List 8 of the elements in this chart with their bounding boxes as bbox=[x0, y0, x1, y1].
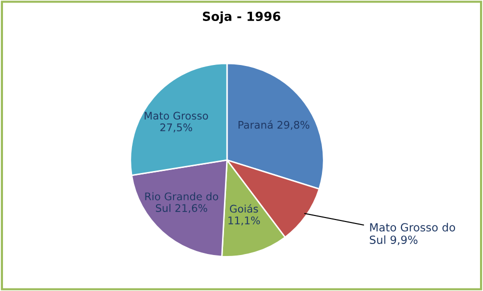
slice-label: Mato Grosso do Sul 9,9% bbox=[370, 222, 456, 246]
slice-label: Rio Grande do Sul 21,6% bbox=[145, 192, 218, 214]
slice-label: Mato Grosso bbox=[144, 112, 208, 120]
data-label: 27,5% bbox=[160, 123, 192, 132]
slice-label: Goiás bbox=[230, 204, 258, 213]
chart-title: Soja - 1996 bbox=[202, 11, 280, 24]
slice-label: Paraná 29,8% bbox=[238, 120, 310, 130]
data-label: 11,1% bbox=[228, 216, 260, 226]
